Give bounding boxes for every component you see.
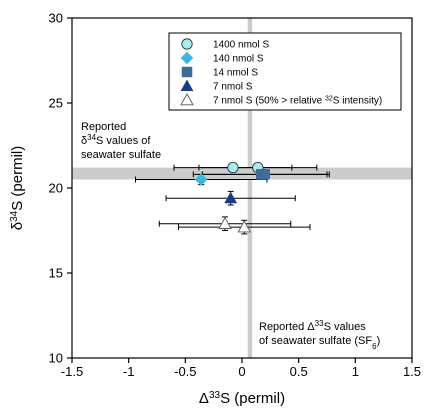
annotation-d34s-line2: δ34S values of xyxy=(81,133,151,148)
band-seawater-d34s xyxy=(72,167,412,180)
x-tick-label: 1 xyxy=(352,364,359,379)
x-tick-label: -1.5 xyxy=(61,364,83,379)
data-point xyxy=(259,169,270,180)
legend-label: 7 nmol S xyxy=(213,82,253,93)
annotation-d33s-line1: Reported Δ33S values xyxy=(259,319,366,334)
data-points xyxy=(194,162,270,233)
y-tick-label: 10 xyxy=(49,351,63,366)
x-tick-label: 0 xyxy=(238,364,245,379)
reference-bands xyxy=(72,18,412,358)
x-axis-label: Δ33S (permil) xyxy=(199,390,285,408)
data-point xyxy=(218,216,232,229)
annotation-d34s-line1: Reported xyxy=(81,121,126,133)
y-tick-label: 15 xyxy=(49,266,63,281)
legend: 1400 nmol S 140 nmol S 14 nmol S 7 nmol S 7 … xyxy=(168,32,402,111)
legend-marker xyxy=(180,93,194,106)
y-tick-label: 30 xyxy=(49,11,63,26)
data-point xyxy=(237,220,252,233)
data-point xyxy=(194,173,208,186)
data-point xyxy=(227,162,239,174)
y-tick-label: 20 xyxy=(49,181,63,196)
legend-marker xyxy=(180,79,194,92)
legend-label: 14 nmol S xyxy=(213,68,258,79)
legend-marker xyxy=(180,51,194,65)
band-seawater-d33s xyxy=(247,18,253,358)
legend-label: 1400 nmol S xyxy=(213,40,269,51)
legend-label: 140 nmol S xyxy=(213,54,264,65)
legend-marker xyxy=(181,66,193,78)
legend-box xyxy=(168,32,402,111)
y-axis-label: δ34S (permil) xyxy=(9,146,27,231)
legend-label: 7 nmol S (50% > relative 32S intensity) xyxy=(213,95,382,107)
x-tick-label: 0.5 xyxy=(290,364,308,379)
y-tick-label: 25 xyxy=(49,96,63,111)
axis-ticks: -1.5 -1 -0.5 0 0.5 1 1.5 10 15 20 25 30 xyxy=(49,11,422,380)
x-tick-label: -1 xyxy=(123,364,135,379)
x-tick-label: 1.5 xyxy=(403,364,421,379)
annotation-d33s-line2: of seawater sulfate (SF6) xyxy=(259,335,380,351)
data-point xyxy=(224,191,238,204)
legend-marker xyxy=(181,38,193,50)
annotation-d34s-line3: seawater sulfate xyxy=(81,149,161,161)
x-tick-label: -0.5 xyxy=(174,364,196,379)
